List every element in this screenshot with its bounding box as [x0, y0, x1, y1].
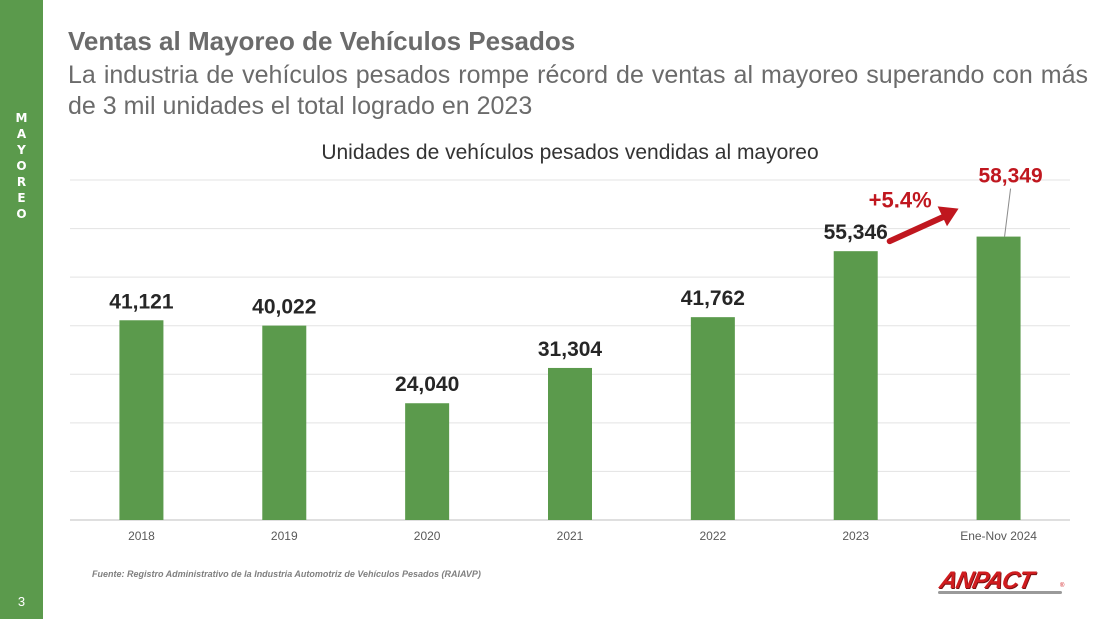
- source-note: Fuente: Registro Administrativo de la In…: [92, 569, 481, 579]
- data-label: 41,121: [109, 290, 174, 313]
- x-tick-label: 2018: [128, 529, 155, 543]
- data-label: 41,762: [681, 287, 745, 310]
- data-label: 55,346: [824, 221, 888, 244]
- bar: [976, 236, 1021, 520]
- x-tick-label: 2021: [557, 529, 584, 543]
- logo-swoosh: [938, 591, 1062, 594]
- anpact-logo: ANPACT ®: [937, 567, 1066, 599]
- bar: [262, 325, 307, 520]
- x-tick-label: Ene-Nov 2024: [960, 529, 1037, 543]
- sidebar-letter: A: [16, 127, 27, 141]
- growth-arrow-head: [937, 206, 959, 227]
- sidebar-letter: E: [17, 191, 26, 205]
- sidebar-letter: Y: [17, 143, 26, 157]
- data-label: 40,022: [252, 296, 316, 319]
- bar: [548, 367, 592, 520]
- logo-registered-mark: ®: [1060, 583, 1065, 589]
- x-tick-label: 2019: [271, 529, 298, 543]
- bar: [119, 320, 164, 520]
- page-number: 3: [17, 594, 26, 609]
- page-title: Ventas al Mayoreo de Vehículos Pesados: [68, 26, 576, 56]
- bar: [405, 403, 450, 520]
- x-tick-label: 2022: [700, 529, 727, 543]
- x-tick-label: 2020: [414, 529, 441, 543]
- data-label: 58,349: [978, 165, 1042, 188]
- sidebar-letter: M: [15, 111, 28, 125]
- chart-title: Unidades de vehículos pesados vendidas a…: [321, 141, 819, 164]
- data-label: 24,040: [395, 373, 459, 396]
- bar: [833, 251, 878, 520]
- data-label: 31,304: [538, 338, 603, 361]
- sidebar-letter: O: [16, 207, 27, 221]
- sidebar-letter: O: [16, 159, 27, 173]
- growth-annotation-label: +5.4%: [869, 188, 932, 213]
- page-subtitle: La industria de vehículos pesados rompe …: [68, 61, 1088, 120]
- bar: [690, 317, 735, 520]
- data-label-leader-line: [1004, 188, 1012, 237]
- x-tick-label: 2023: [842, 529, 869, 543]
- sidebar-letter: R: [16, 175, 27, 189]
- growth-arrow: [886, 210, 954, 245]
